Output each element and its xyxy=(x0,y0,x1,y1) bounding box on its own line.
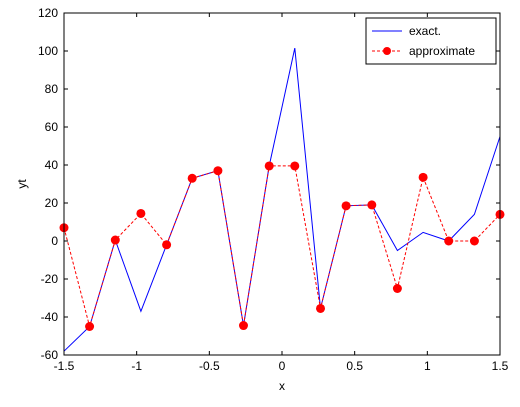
data-point-approximate xyxy=(316,303,326,313)
data-point-approximate xyxy=(136,208,146,218)
y-tick-label: 0 xyxy=(51,234,58,248)
y-tick-label: -60 xyxy=(41,348,59,362)
y-tick-label: 120 xyxy=(38,6,58,20)
y-tick-label: 40 xyxy=(45,158,59,172)
y-axis-label: yt xyxy=(15,179,29,189)
y-tick-label: -20 xyxy=(41,272,59,286)
legend-label-approximate: approximate xyxy=(409,44,475,58)
plot-area xyxy=(64,13,500,355)
data-point-approximate xyxy=(469,236,479,246)
data-point-approximate xyxy=(444,236,454,246)
series-line-exact xyxy=(63,47,501,352)
data-point-approximate xyxy=(418,172,428,182)
y-tick-label: 100 xyxy=(38,44,58,58)
legend: exact. approximate xyxy=(365,17,497,65)
x-tick-label: 1 xyxy=(424,359,431,373)
y-tick-label: -40 xyxy=(41,310,59,324)
ticks-layer: -1.5 -1 -0.5 0 0.5 1 1.5 -60 -40 -20 0 20 40 60 80 100 1… xyxy=(38,6,509,373)
data-point-approximate xyxy=(341,201,351,211)
x-tick-label: -1 xyxy=(131,359,142,373)
x-tick-label: -0.5 xyxy=(199,359,220,373)
x-tick-label: 1.5 xyxy=(492,359,509,373)
series-line-approximate xyxy=(63,165,501,329)
y-tick-label: 80 xyxy=(45,82,59,96)
data-point-approximate xyxy=(110,235,120,245)
data-point-approximate xyxy=(290,161,300,171)
x-tick-label: -1.5 xyxy=(54,359,75,373)
data-point-approximate xyxy=(392,284,402,293)
data-point-approximate xyxy=(85,322,95,331)
y-tick-label: 60 xyxy=(45,120,59,134)
data-point-approximate xyxy=(367,200,377,210)
x-axis-label: x xyxy=(279,379,285,393)
data-point-approximate xyxy=(187,173,197,183)
x-tick-label: 0.5 xyxy=(346,359,363,373)
legend-box xyxy=(365,17,497,65)
series-layer xyxy=(59,47,505,352)
data-point-approximate xyxy=(213,166,223,176)
data-point-approximate xyxy=(238,321,248,331)
legend-marker-approximate xyxy=(383,47,391,55)
legend-label-exact: exact. xyxy=(409,24,441,38)
y-tick-label: 20 xyxy=(45,196,59,210)
data-point-approximate xyxy=(264,161,274,171)
x-tick-label: 0 xyxy=(279,359,286,373)
data-point-approximate xyxy=(162,240,172,250)
